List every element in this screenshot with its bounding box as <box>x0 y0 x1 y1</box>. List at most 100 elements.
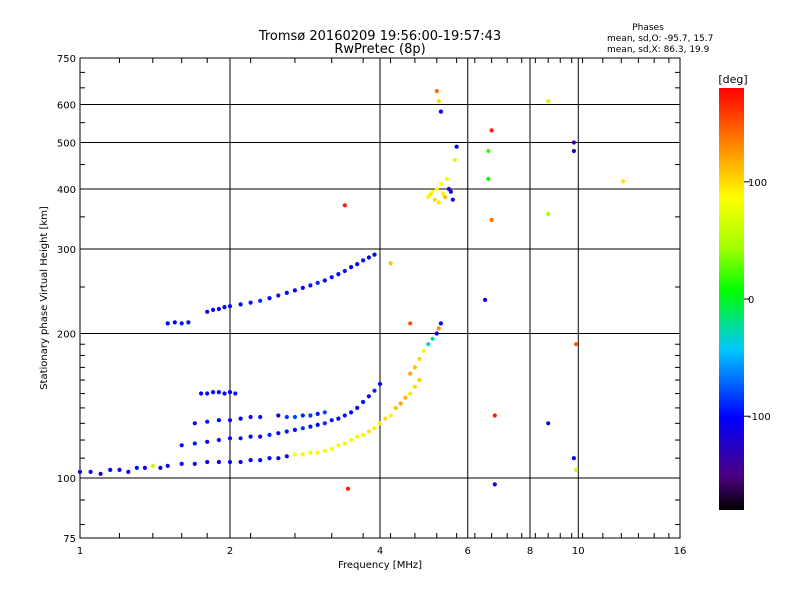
y-tick-label: 600 <box>57 101 76 112</box>
data-point <box>355 434 360 439</box>
colorbar-label: [deg] <box>718 73 747 86</box>
data-point <box>436 326 441 331</box>
data-point <box>571 148 577 154</box>
data-point <box>258 298 263 303</box>
data-point <box>329 446 334 451</box>
data-point <box>292 414 297 420</box>
data-point <box>322 448 327 453</box>
data-point <box>222 305 227 310</box>
data-point <box>205 459 210 465</box>
x-axis-label: Frequency [MHz] <box>338 560 422 571</box>
data-point <box>372 388 377 393</box>
x-tick-labels: 1 2 4 6 8 10 16 <box>77 546 687 557</box>
data-point <box>222 391 227 396</box>
data-point <box>258 414 263 420</box>
data-point <box>388 261 393 266</box>
x-tick-label: 4 <box>377 546 383 557</box>
data-point <box>434 89 439 94</box>
data-point <box>211 390 216 395</box>
data-point <box>329 418 334 423</box>
data-point <box>248 434 253 439</box>
data-point <box>267 432 272 437</box>
data-point <box>205 391 210 396</box>
data-point <box>300 285 305 290</box>
data-point <box>315 280 320 285</box>
data-point <box>205 309 210 314</box>
data-point <box>366 429 371 434</box>
data-point <box>150 463 155 468</box>
data-point <box>276 293 281 298</box>
data-point <box>292 452 297 457</box>
data-point <box>315 450 320 455</box>
data-point <box>172 320 177 325</box>
data-point <box>284 414 289 420</box>
y-tick-label: 100 <box>57 474 76 485</box>
data-point <box>546 211 551 216</box>
data-point <box>398 401 403 406</box>
data-point <box>492 482 497 487</box>
data-point <box>117 467 122 472</box>
data-point <box>227 459 233 465</box>
data-point <box>199 391 204 396</box>
data-point <box>336 443 341 448</box>
x-tick-label: 2 <box>227 546 233 557</box>
data-point <box>216 459 221 465</box>
data-point <box>438 109 443 114</box>
data-point <box>322 278 327 283</box>
data-point <box>403 395 408 400</box>
y-tick-label: 500 <box>57 139 76 150</box>
colorbar <box>719 88 744 510</box>
data-point <box>158 465 163 470</box>
data-point <box>322 410 327 415</box>
data-point <box>408 371 413 376</box>
grid-lines <box>80 58 680 538</box>
data-point <box>322 421 327 426</box>
data-point <box>349 410 354 415</box>
data-point <box>408 321 413 326</box>
data-point <box>227 436 233 441</box>
data-point <box>377 421 383 426</box>
data-point <box>284 290 289 295</box>
data-point <box>205 439 210 444</box>
data-point <box>300 452 305 457</box>
data-point <box>342 203 347 208</box>
x-tick-label: 10 <box>572 546 585 557</box>
data-point <box>284 454 289 459</box>
data-point <box>258 434 263 439</box>
data-point <box>440 191 445 196</box>
x-tick-label: 1 <box>77 546 83 557</box>
data-point <box>432 197 437 202</box>
y-tick-label: 750 <box>57 54 76 65</box>
data-point <box>492 413 497 418</box>
data-point <box>308 283 313 288</box>
data-point <box>336 416 341 421</box>
colorbar-tick-label: 100 <box>748 178 767 189</box>
data-point <box>571 456 577 461</box>
data-point <box>192 421 197 426</box>
data-point <box>227 418 233 423</box>
data-point <box>192 441 197 446</box>
data-point <box>417 356 422 362</box>
data-point <box>436 200 441 205</box>
data-point <box>349 265 354 270</box>
data-point <box>315 422 320 427</box>
data-point <box>238 416 243 421</box>
data-point <box>342 413 347 418</box>
data-point <box>355 262 360 267</box>
data-point <box>292 427 297 432</box>
data-point <box>192 461 197 466</box>
data-point <box>233 391 238 396</box>
data-point <box>546 99 551 104</box>
data-point <box>134 465 139 470</box>
y-tick-label: 75 <box>63 534 76 545</box>
data-point <box>372 426 377 431</box>
data-point <box>438 181 443 186</box>
data-point <box>248 300 253 305</box>
data-point <box>216 390 221 395</box>
data-point <box>349 437 354 443</box>
data-point <box>179 461 184 466</box>
data-point <box>361 432 366 437</box>
data-point <box>342 441 347 446</box>
colorbar-tick-label: 0 <box>748 295 754 306</box>
